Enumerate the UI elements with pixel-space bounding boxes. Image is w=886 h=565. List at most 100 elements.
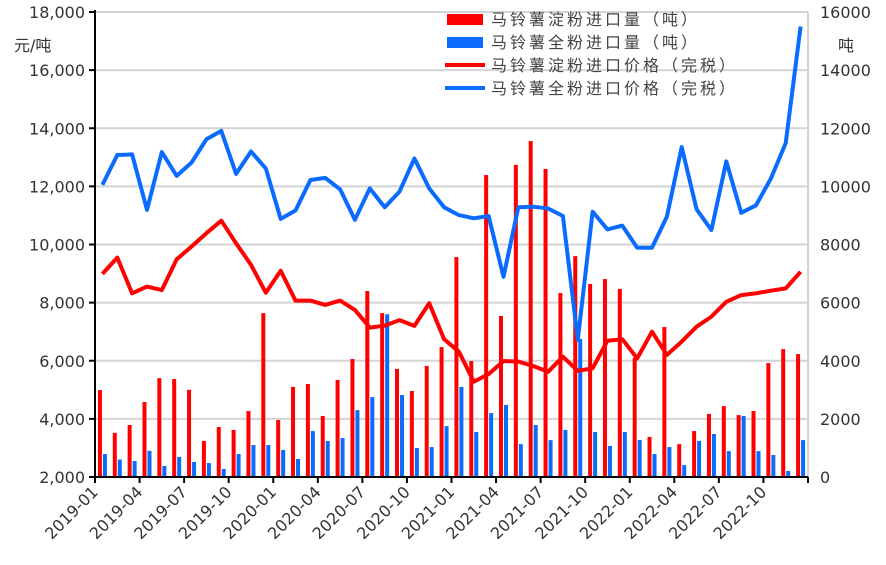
flour-volume-bar bbox=[147, 451, 151, 477]
flour-volume-bar bbox=[549, 440, 553, 477]
flour-volume-bar bbox=[563, 430, 567, 477]
starch-volume-bar bbox=[395, 369, 399, 477]
starch-volume-bar bbox=[707, 414, 711, 477]
flour-volume-bar bbox=[370, 397, 374, 477]
flour-volume-bar bbox=[757, 451, 761, 477]
left-tick-label: 8,000 bbox=[39, 294, 85, 313]
left-tick-label: 14,000 bbox=[29, 119, 85, 138]
flour-volume-bar bbox=[207, 463, 211, 477]
flour-volume-bar bbox=[623, 432, 627, 477]
flour-volume-bar bbox=[712, 434, 716, 477]
flour-volume-bar bbox=[237, 454, 241, 477]
bars bbox=[98, 141, 805, 477]
right-tick-label: 16000 bbox=[820, 3, 871, 22]
left-tick-label: 16,000 bbox=[29, 61, 85, 80]
starch-volume-bar bbox=[306, 384, 310, 477]
flour-volume-bar bbox=[430, 447, 434, 477]
flour-volume-bar bbox=[103, 454, 107, 477]
starch-volume-bar bbox=[261, 313, 265, 477]
flour-volume-bar bbox=[638, 440, 642, 477]
left-tick-label: 6,000 bbox=[39, 352, 85, 371]
flour-volume-bar bbox=[667, 447, 671, 477]
right-tick-label: 14000 bbox=[820, 61, 871, 80]
legend-label: 马铃薯淀粉进口价格（完税） bbox=[491, 56, 738, 75]
starch-volume-bar bbox=[187, 390, 191, 477]
starch-volume-bar bbox=[618, 289, 622, 477]
flour-volume-bar bbox=[355, 410, 359, 477]
flour-volume-bar bbox=[459, 387, 463, 477]
flour-volume-bar bbox=[489, 413, 493, 477]
flour-volume-bar bbox=[296, 459, 300, 477]
starch-volume-bar bbox=[588, 284, 592, 477]
flour-volume-bar bbox=[578, 339, 582, 477]
legend-swatch bbox=[447, 14, 483, 25]
flour-volume-bar bbox=[341, 438, 345, 477]
flour-volume-bar bbox=[534, 425, 538, 477]
right-tick-label: 6000 bbox=[820, 294, 861, 313]
right-tick-label: 2000 bbox=[820, 410, 861, 429]
starch-volume-bar bbox=[321, 416, 325, 477]
starch-volume-bar bbox=[766, 363, 770, 477]
flour-volume-bar bbox=[593, 432, 597, 477]
starch-volume-bar bbox=[350, 359, 354, 477]
flour-volume-bar bbox=[400, 395, 404, 477]
flour-volume-bar bbox=[608, 446, 612, 477]
right-tick-label: 8000 bbox=[820, 236, 861, 255]
starch-volume-bar bbox=[128, 425, 132, 477]
flour-volume-bar bbox=[742, 416, 746, 477]
starch-volume-bar bbox=[677, 444, 681, 477]
left-tick-label: 18,000 bbox=[29, 3, 85, 22]
flour-volume-bar bbox=[177, 457, 181, 477]
starch-volume-bar bbox=[484, 175, 488, 477]
flour-volume-bar bbox=[251, 445, 255, 477]
right-tick-label: 10000 bbox=[820, 177, 871, 196]
starch-volume-bar bbox=[202, 441, 206, 477]
legend-label: 马铃薯全粉进口价格（完税） bbox=[491, 79, 738, 98]
flour-volume-bar bbox=[281, 450, 285, 477]
starch-volume-bar bbox=[722, 406, 726, 477]
starch-volume-bar bbox=[336, 380, 340, 477]
starch-volume-bar bbox=[558, 293, 562, 477]
right-tick-label: 0 bbox=[820, 468, 830, 487]
starch-volume-bar bbox=[544, 169, 548, 477]
left-axis-unit: 元/吨 bbox=[14, 36, 51, 55]
starch-volume-bar bbox=[454, 257, 458, 477]
flour-volume-bar bbox=[192, 462, 196, 477]
starch-volume-bar bbox=[232, 430, 236, 477]
flour-volume-bar bbox=[311, 431, 315, 477]
starch-volume-bar bbox=[752, 411, 756, 477]
starch-volume-bar bbox=[380, 313, 384, 477]
starch-volume-bar bbox=[633, 358, 637, 477]
flour-volume-bar bbox=[222, 469, 226, 477]
flour-volume-bar bbox=[801, 440, 805, 477]
starch-volume-bar bbox=[98, 390, 102, 477]
flour-volume-bar bbox=[653, 454, 657, 477]
flour-volume-bar bbox=[162, 466, 166, 477]
right-axis-unit: 吨 bbox=[838, 36, 854, 55]
starch-volume-bar bbox=[692, 431, 696, 477]
flour-volume-bar bbox=[385, 314, 389, 477]
flour-volume-bar bbox=[771, 455, 775, 477]
starch-volume-bar bbox=[425, 366, 429, 477]
starch-volume-bar bbox=[499, 316, 503, 477]
starch-volume-bar bbox=[410, 391, 414, 477]
legend-label: 马铃薯淀粉进口量（吨） bbox=[491, 10, 700, 29]
flour-volume-bar bbox=[133, 461, 137, 477]
starch-volume-bar bbox=[737, 415, 741, 477]
flour-volume-bar bbox=[727, 451, 731, 477]
flour-volume-bar bbox=[266, 445, 270, 477]
starch-volume-bar bbox=[291, 387, 295, 477]
starch-volume-bar bbox=[276, 420, 280, 477]
starch-volume-bar bbox=[365, 291, 369, 477]
flour-volume-bar bbox=[118, 460, 122, 477]
starch-volume-bar bbox=[796, 354, 800, 477]
starch-volume-bar bbox=[648, 437, 652, 477]
flour-volume-bar bbox=[445, 426, 449, 477]
legend-label: 马铃薯全粉进口量（吨） bbox=[491, 33, 700, 52]
flour-volume-bar bbox=[697, 441, 701, 477]
left-tick-label: 12,000 bbox=[29, 177, 85, 196]
left-tick-label: 10,000 bbox=[29, 236, 85, 255]
left-tick-label: 2,000 bbox=[39, 468, 85, 487]
starch-volume-bar bbox=[113, 433, 117, 477]
